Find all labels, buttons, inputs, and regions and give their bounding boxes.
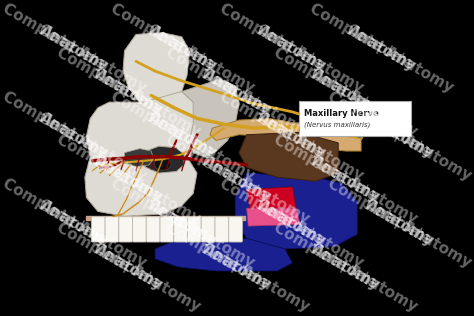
Text: Complete: Complete	[36, 22, 112, 75]
Text: Complete: Complete	[199, 66, 275, 118]
Text: Complete Anatomy: Complete Anatomy	[307, 1, 456, 96]
Text: Complete Anatomy: Complete Anatomy	[109, 176, 257, 271]
Text: Anatomy: Anatomy	[255, 110, 328, 162]
Text: Anatomy: Anatomy	[255, 198, 328, 249]
Polygon shape	[125, 149, 154, 167]
FancyBboxPatch shape	[119, 217, 133, 242]
Text: Complete Anatomy: Complete Anatomy	[217, 89, 366, 183]
Text: Anatomy: Anatomy	[146, 198, 220, 249]
Text: Complete: Complete	[362, 110, 438, 162]
Text: Complete Anatomy: Complete Anatomy	[0, 176, 149, 271]
Text: Anatomy: Anatomy	[37, 110, 111, 162]
Polygon shape	[182, 79, 239, 157]
Text: Anatomy: Anatomy	[200, 67, 274, 118]
Text: Complete: Complete	[91, 154, 166, 206]
Polygon shape	[235, 173, 357, 249]
Text: Complete: Complete	[145, 22, 221, 75]
Text: Complete Anatomy: Complete Anatomy	[326, 176, 474, 271]
Text: Complete: Complete	[91, 241, 166, 294]
Text: Complete: Complete	[308, 66, 383, 118]
Polygon shape	[246, 187, 296, 211]
FancyBboxPatch shape	[146, 217, 160, 242]
FancyBboxPatch shape	[174, 217, 188, 242]
Text: Complete Anatomy: Complete Anatomy	[0, 89, 149, 183]
Text: Complete: Complete	[254, 110, 329, 162]
FancyBboxPatch shape	[133, 217, 146, 242]
Text: (Nervus maxillaris): (Nervus maxillaris)	[304, 122, 370, 128]
Text: Complete Anatomy: Complete Anatomy	[0, 1, 149, 96]
Polygon shape	[140, 146, 184, 173]
Text: Anatomy: Anatomy	[91, 67, 165, 118]
Text: Anatomy: Anatomy	[37, 198, 111, 249]
Text: Complete: Complete	[36, 110, 112, 162]
Ellipse shape	[155, 158, 171, 170]
Text: Complete: Complete	[254, 22, 329, 75]
Text: Complete: Complete	[254, 198, 329, 250]
Text: Anatomy: Anatomy	[255, 23, 328, 74]
FancyBboxPatch shape	[160, 217, 174, 242]
Text: Complete Anatomy: Complete Anatomy	[326, 89, 474, 183]
Text: Complete: Complete	[362, 198, 438, 250]
FancyBboxPatch shape	[188, 217, 201, 242]
FancyBboxPatch shape	[215, 217, 228, 242]
Text: Anatomy: Anatomy	[37, 23, 111, 74]
Polygon shape	[239, 132, 338, 181]
Text: Complete Anatomy: Complete Anatomy	[217, 176, 366, 271]
Text: Complete Anatomy: Complete Anatomy	[163, 132, 311, 227]
FancyBboxPatch shape	[228, 217, 242, 242]
Text: Complete: Complete	[199, 154, 275, 206]
FancyBboxPatch shape	[201, 217, 215, 242]
Text: Complete Anatomy: Complete Anatomy	[163, 45, 311, 140]
Text: Complete Anatomy: Complete Anatomy	[271, 220, 420, 315]
Text: Anatomy: Anatomy	[200, 242, 274, 293]
Polygon shape	[85, 92, 197, 216]
Text: Complete Anatomy: Complete Anatomy	[54, 45, 203, 140]
Text: Complete Anatomy: Complete Anatomy	[54, 132, 203, 227]
Text: Anatomy: Anatomy	[309, 154, 383, 205]
Text: Anatomy: Anatomy	[309, 242, 383, 293]
Text: Complete: Complete	[199, 241, 275, 294]
Text: Anatomy: Anatomy	[363, 110, 437, 162]
Text: Complete Anatomy: Complete Anatomy	[54, 220, 203, 315]
Text: Complete: Complete	[36, 198, 112, 250]
FancyBboxPatch shape	[299, 101, 411, 136]
Text: Complete: Complete	[308, 241, 383, 294]
Text: Anatomy: Anatomy	[345, 23, 419, 74]
Text: Complete: Complete	[91, 66, 166, 118]
Text: Complete: Complete	[308, 154, 383, 206]
Text: Complete: Complete	[145, 198, 221, 250]
Text: Complete Anatomy: Complete Anatomy	[109, 89, 257, 183]
Text: Complete Anatomy: Complete Anatomy	[271, 45, 420, 140]
FancyBboxPatch shape	[105, 217, 119, 242]
Text: Anatomy: Anatomy	[91, 242, 165, 293]
Text: Anatomy: Anatomy	[363, 198, 437, 249]
Text: Anatomy: Anatomy	[309, 67, 383, 118]
Text: Anatomy: Anatomy	[91, 154, 165, 205]
Text: Maxillary Nerve: Maxillary Nerve	[304, 109, 379, 118]
Text: Complete Anatomy: Complete Anatomy	[217, 1, 366, 96]
Polygon shape	[210, 118, 361, 151]
Polygon shape	[155, 238, 292, 271]
Text: Complete: Complete	[344, 22, 419, 75]
Text: Anatomy: Anatomy	[146, 23, 220, 74]
Text: Anatomy: Anatomy	[200, 154, 274, 205]
Polygon shape	[123, 33, 190, 105]
Text: Complete Anatomy: Complete Anatomy	[271, 132, 420, 227]
Text: Anatomy: Anatomy	[146, 110, 220, 162]
Polygon shape	[246, 208, 300, 226]
FancyBboxPatch shape	[91, 217, 105, 242]
Text: Complete Anatomy: Complete Anatomy	[109, 1, 257, 96]
Text: Complete: Complete	[145, 110, 221, 162]
Text: Complete Anatomy: Complete Anatomy	[163, 220, 311, 315]
